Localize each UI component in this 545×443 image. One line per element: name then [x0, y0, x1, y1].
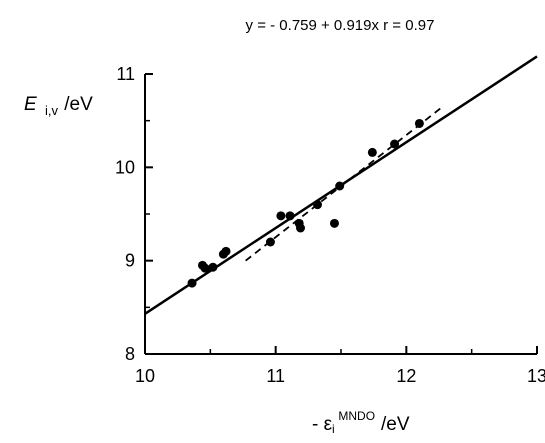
plot-area: 10 11 12 13 8 9 10 11 [115, 55, 545, 386]
data-point [390, 139, 400, 149]
data-point [276, 211, 286, 221]
y-tick-label: 11 [116, 64, 135, 84]
x-tick-label: 10 [135, 366, 155, 386]
y-label-main: E [24, 94, 37, 115]
y-tick-label: 10 [115, 157, 135, 177]
x-tick-label: 13 [527, 366, 545, 386]
data-point [187, 278, 197, 288]
x-ticks: 10 11 12 13 [135, 346, 545, 386]
x-axis-label: - ε MNDO [312, 409, 375, 435]
data-points [187, 118, 424, 288]
data-point [295, 223, 305, 233]
x-label-sub: i [332, 422, 335, 436]
data-point [329, 218, 339, 228]
y-ticks: 8 9 10 11 [115, 64, 153, 364]
data-point [208, 262, 218, 272]
data-point [221, 246, 231, 256]
data-point [265, 237, 275, 247]
data-point [200, 263, 210, 273]
data-point [285, 211, 295, 221]
y-tick-label: 9 [125, 251, 135, 271]
data-point [335, 181, 345, 191]
x-label-unit: /eV [381, 414, 410, 435]
y-tick-label: 8 [125, 344, 135, 364]
y-label-sub: i,v [45, 103, 59, 118]
data-point [367, 147, 377, 157]
y-axis-label: E i,v /eV [24, 94, 93, 120]
data-point [312, 200, 322, 210]
data-point [414, 118, 424, 128]
x-tick-label: 11 [266, 366, 285, 386]
chart-title: y = - 0.759 + 0.919x r = 0.97 [246, 17, 435, 34]
x-tick-label: 12 [396, 366, 416, 386]
x-label-sup: MNDO [338, 409, 375, 423]
x-label-prefix: - ε [312, 414, 333, 435]
y-label-unit: /eV [64, 94, 93, 115]
